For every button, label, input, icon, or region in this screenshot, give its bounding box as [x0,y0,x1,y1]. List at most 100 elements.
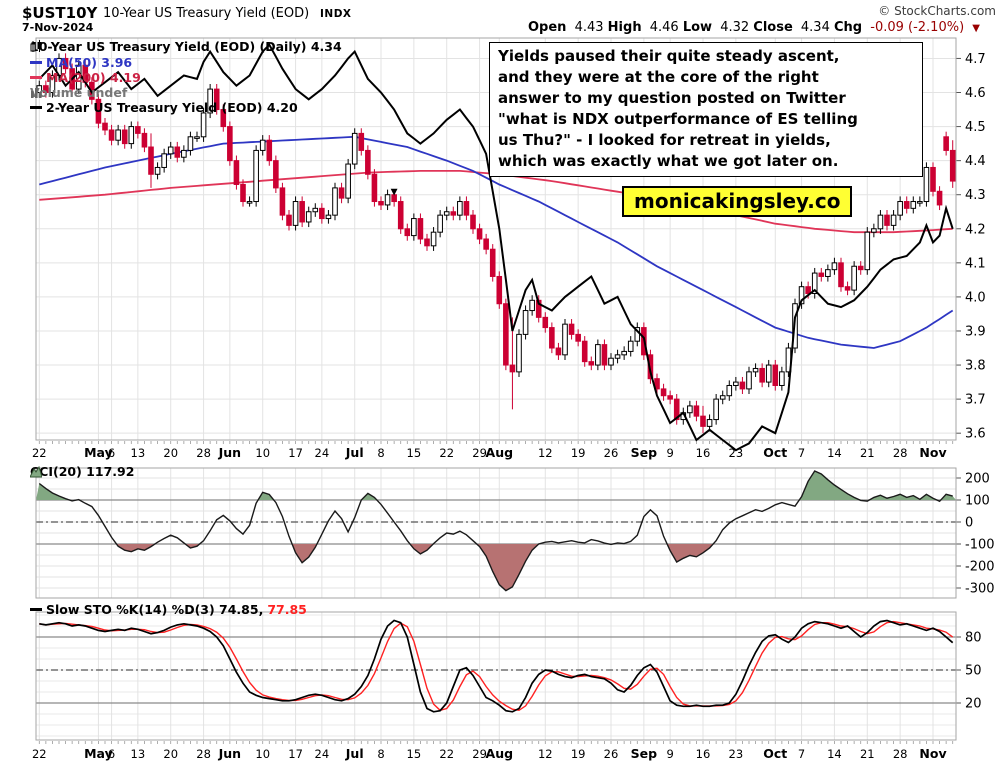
axis-label: 29 [472,446,487,460]
chg-label: Chg [834,20,863,35]
axis-label: 14 [827,747,842,761]
axis-label: -100 [965,538,995,553]
legend-us2y: 2-Year US Treasury Yield (EOD) 4.20 [30,100,298,115]
axis-label: Jun [218,445,241,460]
axis-label: Aug [486,445,514,460]
axis-label: 20 [163,446,178,460]
low-value: 4.32 [720,20,750,35]
axis-label: Nov [919,445,946,460]
axis-label: Oct [763,445,787,460]
axis-label: 24 [315,446,330,460]
axis-label: Jun [218,746,241,761]
us2y-line [38,43,954,452]
axis-label: 9 [666,747,673,761]
sto-d-line [39,620,954,712]
axis-label: 6 [108,446,115,460]
legend-volume: Volume undef [30,85,127,100]
axis-label: 12 [538,446,553,460]
axis-label: 10 [255,446,270,460]
axis-label: 16 [696,747,711,761]
sto-plot-border [35,611,957,741]
axis-label: 28 [196,446,211,460]
legend-ma50-label: MA(50) 3.96 [46,55,133,70]
axis-label: 50 [965,664,982,679]
axis-label: 3.7 [965,393,986,408]
legend-ma200-label: MA(200) 4.19 [46,70,141,85]
axis-label: 19 [571,747,586,761]
axis-label: -200 [965,560,995,575]
axis-label: 4.4 [965,154,986,169]
axis-label: 3.8 [965,359,986,374]
axis-label: 13 [131,446,146,460]
axis-label: 28 [196,747,211,761]
sto-legend: Slow STO %K(14) %D(3) 74.85, 77.85 [30,602,307,617]
chg-down-arrow-icon[interactable]: ▼ [972,23,980,34]
chart-date: 7-Nov-2024 [22,21,94,34]
open-value: 4.43 [574,20,604,35]
legend-volume-label: Volume undef [30,85,128,100]
sto-legend-label: Slow STO %K(14) %D(3) 74.85, [46,602,264,617]
axis-label: 22 [439,747,454,761]
axis-label: 6 [108,747,115,761]
axis-label: 80 [965,631,982,646]
axis-label: 24 [315,747,330,761]
cci-oversold-fill [36,544,956,591]
stockcharts-credit: © StockCharts.com [878,4,996,18]
axis-label: May [84,746,113,761]
axis-label: 20 [965,697,982,712]
cci-legend: CCI(20) 117.92 [30,464,134,479]
axis-label: 15 [407,446,422,460]
axis-label: 7 [798,446,805,460]
axis-label: 21 [860,446,875,460]
axis-label: 26 [604,446,619,460]
axis-label: 0 [965,516,973,531]
axis-label: Jul [345,445,364,460]
us2y-line-swatch-icon [30,106,42,109]
legend-ma200: MA(200) 4.19 [30,70,141,85]
down-arrow-marker: ▼ [391,188,398,198]
legend-ma50: MA(50) 3.96 [30,55,132,70]
axis-label: 4.5 [965,120,986,135]
axis-label: 13 [131,747,146,761]
axis-label: 3.9 [965,324,986,339]
open-label: Open [528,20,567,35]
legend-us2y-label: 2-Year US Treasury Yield (EOD) 4.20 [46,100,298,115]
cci-mountain-icon [30,465,42,477]
axis-label: 4.0 [965,290,986,305]
axis-label: 8 [377,446,384,460]
axis-label: 26 [604,747,619,761]
chart-title: 10-Year US Treasury Yield (EOD) [103,6,310,21]
high-label: High [607,20,642,35]
axis-label: 28 [893,446,908,460]
analyst-annotation-box: Yields paused their quite steady ascent,… [489,42,923,177]
axis-label: 4.3 [965,188,986,203]
main-plot-border [35,37,957,441]
axis-label: 4.6 [965,86,986,101]
sto-legend-d-value: 77.85 [267,602,307,617]
close-value: 4.34 [800,20,830,35]
close-label: Close [753,20,793,35]
axis-label: 10 [255,747,270,761]
axis-label: Sep [631,445,657,460]
axis-label: Oct [763,746,787,761]
axis-label: 4.1 [965,256,986,271]
chg-value: -0.09 (-2.10%) [870,20,965,35]
axis-label: Sep [631,746,657,761]
axis-label: 4.2 [965,222,986,237]
axis-label: Nov [919,746,946,761]
axis-label: 20 [163,747,178,761]
axis-label: 29 [472,747,487,761]
sto-k-line [39,619,954,713]
cci-indicator-chart: 200 100 0 -100 -200 -300 [35,467,995,599]
monicakingsley-badge[interactable]: monicakingsley.co [622,186,853,217]
high-value: 4.46 [649,20,679,35]
low-label: Low [682,20,713,35]
axis-label: 9 [666,446,673,460]
axis-label: 22 [32,446,47,460]
axis-label: 28 [893,747,908,761]
axis-label: 23 [729,446,744,460]
axis-label: 17 [288,747,303,761]
ticker-symbol: $UST10Y [22,4,98,22]
axis-label: -300 [965,582,995,597]
